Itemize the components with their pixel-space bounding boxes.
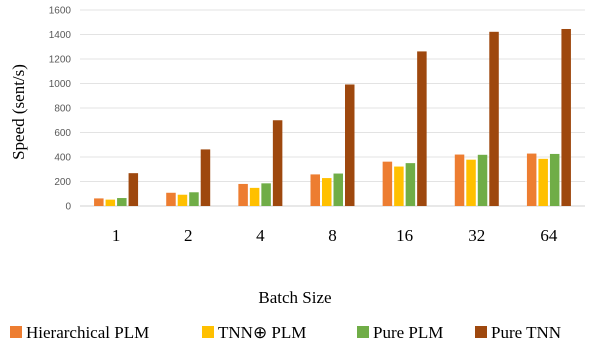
legend-label: Hierarchical PLM [26, 323, 149, 342]
bar [128, 173, 139, 206]
y-tick-label: 400 [54, 153, 71, 164]
legend-swatch [202, 326, 214, 338]
y-tick-label: 1200 [49, 55, 72, 66]
y-tick-label: 0 [65, 202, 71, 213]
bar [117, 198, 127, 206]
x-tick-label: 64 [540, 226, 558, 245]
bar [405, 163, 416, 207]
legend-label: Pure TNN [491, 323, 561, 342]
bar [322, 178, 332, 206]
bar [538, 158, 548, 206]
bar [261, 183, 271, 206]
bar [454, 154, 465, 206]
x-tick-label: 2 [184, 226, 193, 245]
bar [94, 198, 104, 206]
x-axis-ticks: 1 2 4 8 16 32 64 [112, 226, 558, 245]
legend-label: Pure PLM [373, 323, 443, 342]
legend-swatch [475, 326, 487, 338]
x-tick-label: 1 [112, 226, 121, 245]
y-tick-label: 600 [54, 128, 71, 139]
bar [561, 28, 571, 206]
x-tick-label: 4 [256, 226, 265, 245]
bar [272, 120, 283, 206]
bar [382, 161, 393, 206]
x-tick-label: 8 [328, 226, 337, 245]
bar [477, 154, 488, 206]
bar [489, 31, 499, 206]
bar [166, 192, 176, 206]
legend-swatch [10, 326, 22, 338]
bar [466, 159, 476, 206]
gridlines [80, 9, 585, 207]
bar [189, 192, 199, 206]
bar [549, 153, 560, 206]
x-axis-title: Batch Size [258, 288, 331, 307]
bar [345, 84, 355, 206]
legend: Hierarchical PLM TNN⊕ PLM Pure PLM Pure TNN [10, 323, 561, 342]
legend-swatch [357, 326, 369, 338]
y-tick-label: 200 [54, 177, 71, 188]
bar [238, 183, 248, 206]
bar [249, 187, 260, 206]
x-tick-label: 32 [468, 226, 485, 245]
bar [200, 149, 211, 206]
y-axis-title: Speed (sent/s) [9, 64, 28, 160]
y-tick-label: 800 [54, 104, 71, 115]
bar [310, 174, 320, 206]
y-tick-label: 1000 [49, 79, 72, 90]
bar [394, 166, 404, 206]
bar [526, 153, 537, 206]
bar [333, 173, 343, 206]
x-tick-label: 16 [396, 226, 413, 245]
legend-label: TNN⊕ PLM [218, 323, 306, 342]
bar [177, 194, 188, 206]
y-tick-label: 1600 [49, 6, 72, 17]
bar [105, 199, 116, 206]
y-tick-label: 1400 [49, 30, 72, 41]
bars [94, 28, 571, 207]
bar [417, 51, 427, 206]
y-axis-ticks: 0 200 400 600 800 1000 1200 1400 1600 [49, 6, 72, 213]
